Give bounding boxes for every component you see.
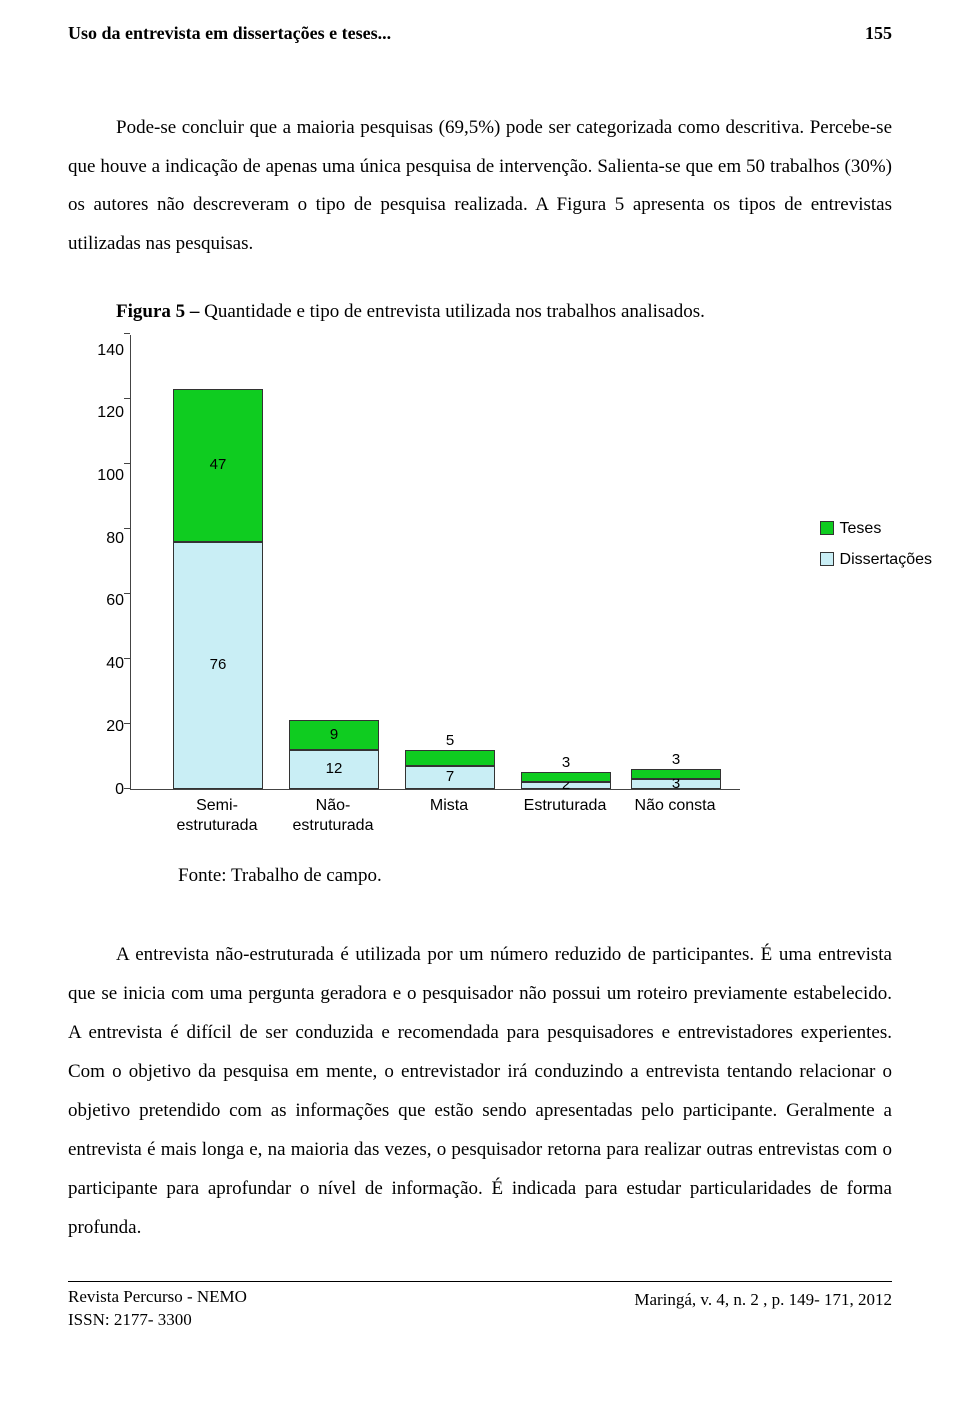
bar-value-teses: 5 [405,733,495,748]
bar-value-dissertacoes: 76 [173,657,263,672]
y-tick [124,723,130,724]
figure-source: Fonte: Trabalho de campo. [178,860,892,892]
legend-swatch [820,552,834,566]
chart: 020406080100120140 7647129752333 Semi-es… [92,335,912,842]
page-number: 155 [865,18,892,49]
y-tick-label: 60 [106,593,124,609]
y-tick [124,398,130,399]
bar-value-dissertacoes: 12 [289,761,379,776]
journal-name: Revista Percurso - NEMO [68,1286,247,1309]
bar-value-teses: 3 [631,752,721,767]
footer: Revista Percurso - NEMO ISSN: 2177- 3300… [68,1281,892,1332]
figure-caption-bold: Figura 5 – [116,301,204,322]
x-tick-label: Não-estruturada [273,796,393,836]
bar-teses [631,769,721,779]
x-axis-labels: Semi-estruturadaNão-estruturadaMistaEstr… [130,790,740,842]
legend: Teses Dissertações [820,515,932,577]
chart-inner: 020406080100120140 7647129752333 [92,335,912,790]
figure-caption: Figura 5 – Quantidade e tipo de entrevis… [68,296,892,328]
y-tick-label: 20 [106,719,124,735]
paragraph-2: A entrevista não-estruturada é utilizada… [68,936,892,1248]
running-head-left: Uso da entrevista em dissertações e tese… [68,18,391,49]
bar-value-teses: 47 [173,457,263,472]
y-tick-label: 0 [115,782,124,798]
issn: ISSN: 2177- 3300 [68,1309,247,1332]
y-tick [124,333,130,334]
legend-swatch [820,521,834,535]
x-tick-label: Estruturada [505,796,625,816]
bar-teses [521,772,611,782]
footer-right: Maringá, v. 4, n. 2 , p. 149- 171, 2012 [634,1286,892,1332]
bar-teses [405,750,495,766]
y-tick-label: 80 [106,531,124,547]
bar-value-teses: 9 [289,727,379,742]
x-tick-label: Semi-estruturada [157,796,277,836]
running-head: Uso da entrevista em dissertações e tese… [68,18,892,49]
page: Uso da entrevista em dissertações e tese… [0,0,960,1362]
y-tick-label: 100 [97,468,124,484]
figure-caption-text: Quantidade e tipo de entrevista utilizad… [204,301,705,322]
legend-item: Dissertações [820,546,932,573]
legend-label: Teses [840,515,882,542]
legend-label: Dissertações [840,546,932,573]
plot-area: 7647129752333 [130,335,740,790]
y-tick-label: 120 [97,405,124,421]
y-tick [124,593,130,594]
paragraph-1: Pode-se concluir que a maioria pesquisas… [68,109,892,265]
y-tick-label: 40 [106,656,124,672]
bar-value-dissertacoes: 7 [405,769,495,784]
y-tick [124,658,130,659]
legend-item: Teses [820,515,932,542]
y-axis-labels: 020406080100120140 [92,335,130,790]
bar-value-teses: 3 [521,755,611,770]
y-tick-label: 140 [97,343,124,359]
x-tick-label: Não consta [615,796,735,816]
x-tick-label: Mista [389,796,509,816]
y-tick [124,528,130,529]
y-tick [124,463,130,464]
footer-left: Revista Percurso - NEMO ISSN: 2177- 3300 [68,1286,247,1332]
